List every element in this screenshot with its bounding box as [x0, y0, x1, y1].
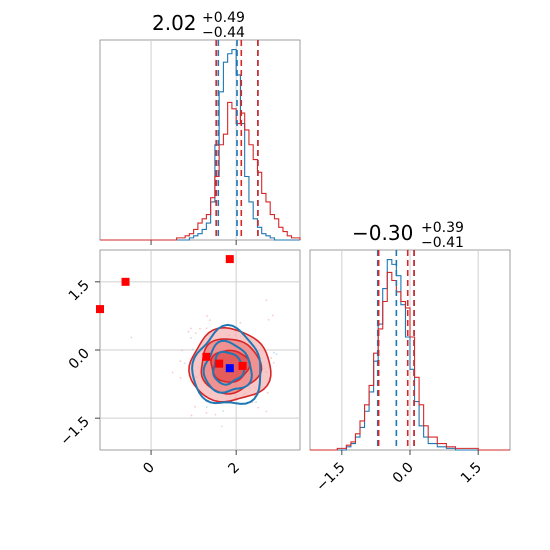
sample-point	[265, 410, 268, 413]
blue-contour-level	[202, 339, 253, 394]
sample-point	[208, 319, 211, 322]
joint-contour-panel: 1.5 0.0 −1.5 0 2	[57, 249, 301, 478]
sample-point	[205, 412, 208, 414]
sample-point	[179, 360, 182, 363]
sample-point	[179, 377, 182, 379]
blue-histogram-step	[100, 48, 300, 241]
sample-point	[183, 362, 186, 365]
sample-point	[206, 315, 209, 317]
red-square-marker	[225, 255, 234, 264]
sample-point	[255, 401, 258, 403]
marginal-x-title-value: 2.02	[152, 11, 197, 35]
marginal-x-frame	[99, 39, 301, 241]
sample-point	[190, 414, 193, 417]
blue-contour-level	[191, 323, 262, 405]
sample-point	[191, 348, 194, 351]
sample-point	[220, 425, 223, 428]
sample-point	[275, 353, 278, 356]
sample-point	[194, 405, 196, 408]
marginal-x-title-minus: −0.44	[202, 25, 245, 41]
sample-point	[130, 336, 133, 339]
sample-point	[267, 318, 270, 321]
marginal-y-histogram-panel: −1.5 0.0 1.5 −0.30 +0.39 −0.41	[309, 220, 511, 495]
blue-contour-level	[212, 350, 246, 386]
sample-point	[257, 406, 260, 409]
sample-point	[273, 351, 275, 354]
joint-y-tick-label: −1.5	[57, 414, 92, 449]
red-square-marker	[121, 277, 130, 286]
sample-point	[271, 314, 274, 317]
sample-point	[205, 327, 208, 330]
sample-point	[270, 357, 273, 359]
marginal-y-title-plus: +0.39	[421, 220, 464, 236]
sample-point	[265, 299, 268, 302]
marginal-y-x-tick-label: 1.5	[458, 460, 485, 487]
joint-x-tick-label: 0	[140, 460, 158, 478]
sample-point	[190, 337, 192, 339]
marginal-y-x-tick-label: −1.5	[313, 460, 348, 495]
sample-point	[181, 349, 183, 352]
sample-point	[187, 330, 190, 333]
joint-x-tick-label: 2	[225, 460, 243, 478]
red-square-marker	[96, 305, 104, 314]
joint-y-tick-label: 0.0	[66, 346, 93, 373]
sample-point	[266, 391, 269, 394]
blue-square-marker	[225, 364, 234, 373]
red-histogram-step	[310, 271, 510, 451]
sample-point	[272, 361, 275, 364]
sample-point	[222, 410, 224, 412]
red-histogram-step	[100, 101, 301, 241]
red-square-marker	[238, 361, 247, 370]
joint-y-tick-label: 1.5	[66, 277, 93, 304]
sample-point	[205, 406, 208, 409]
sample-point	[190, 327, 192, 330]
marginal-y-title-value: −0.30	[352, 221, 413, 245]
sample-point	[239, 321, 242, 324]
red-square-marker	[215, 359, 224, 368]
marginal-x-histogram-panel: 2.02 +0.49 −0.44	[99, 10, 301, 245]
sample-point	[199, 327, 201, 330]
marginal-x-title-plus: +0.49	[202, 10, 245, 26]
marginal-y-x-tick-label: 0.0	[390, 460, 417, 487]
sample-point	[171, 371, 174, 374]
sample-point	[194, 332, 197, 335]
sample-point	[214, 413, 217, 416]
red-square-marker	[202, 352, 211, 361]
marginal-y-title-minus: −0.41	[421, 235, 464, 251]
